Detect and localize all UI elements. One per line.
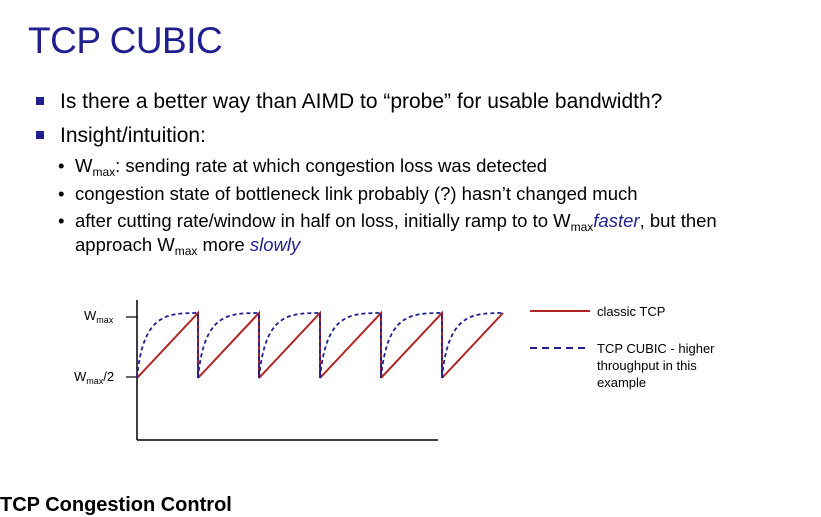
cubic-chart: Wmax Wmax/2 classic TCP TCP CUBIC - high…	[74, 300, 715, 441]
legend-cubic-label-1: TCP CUBIC - higher	[597, 341, 715, 356]
classic-tcp-segment	[319, 310, 382, 379]
tcp-cubic-segment	[197, 312, 260, 379]
tcp-cubic-segment	[380, 312, 443, 379]
bullet-dot-icon: •	[58, 183, 65, 204]
bullet-text: Is there a better way than AIMD to “prob…	[60, 90, 663, 113]
classic-tcp-segment	[380, 310, 443, 379]
sub-bullet-text: after cutting rate/window in half on los…	[75, 210, 717, 234]
legend-cubic-label-3: example	[597, 375, 646, 390]
legend-classic-label: classic TCP	[597, 304, 665, 319]
classic-tcp-segment	[258, 310, 321, 379]
bullet-square-icon	[36, 131, 44, 139]
bullet-text: Insight/intuition:	[60, 124, 206, 147]
classic-tcp-segment	[441, 312, 504, 379]
classic-tcp-segment	[197, 310, 260, 379]
tcp-cubic-segment	[136, 312, 199, 379]
bullet-dot-icon: •	[58, 155, 65, 176]
sub-bullet-text: congestion state of bottleneck link prob…	[75, 183, 638, 204]
sub-bullet-text-line2: approach Wmax more slowly	[75, 234, 301, 258]
legend-cubic-label-2: throughput in this	[597, 358, 697, 373]
tcp-cubic-segment	[258, 312, 321, 379]
bullet-dot-icon: •	[58, 210, 65, 231]
label-wmax: Wmax	[84, 308, 114, 325]
slide-title: TCP CUBIC	[28, 20, 223, 61]
tcp-cubic-segment	[441, 312, 504, 379]
sub-bullet-text: Wmax: sending rate at which congestion l…	[75, 155, 548, 179]
classic-tcp-segment	[136, 310, 199, 379]
label-wmax-half: Wmax/2	[74, 369, 114, 386]
bullet-square-icon	[36, 97, 44, 105]
tcp-cubic-segment	[319, 312, 382, 379]
